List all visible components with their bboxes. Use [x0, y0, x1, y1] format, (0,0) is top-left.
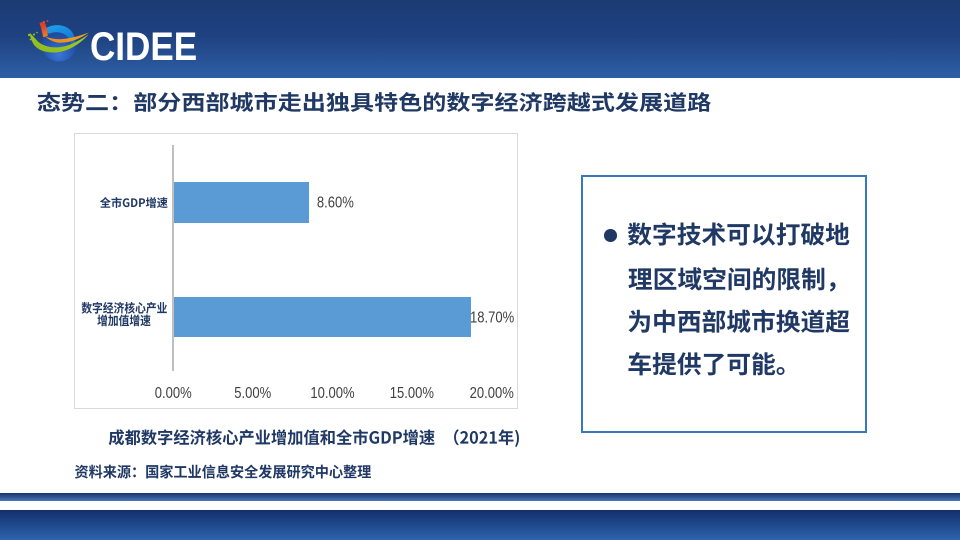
svg-text:CIDEE: CIDEE [90, 24, 197, 69]
